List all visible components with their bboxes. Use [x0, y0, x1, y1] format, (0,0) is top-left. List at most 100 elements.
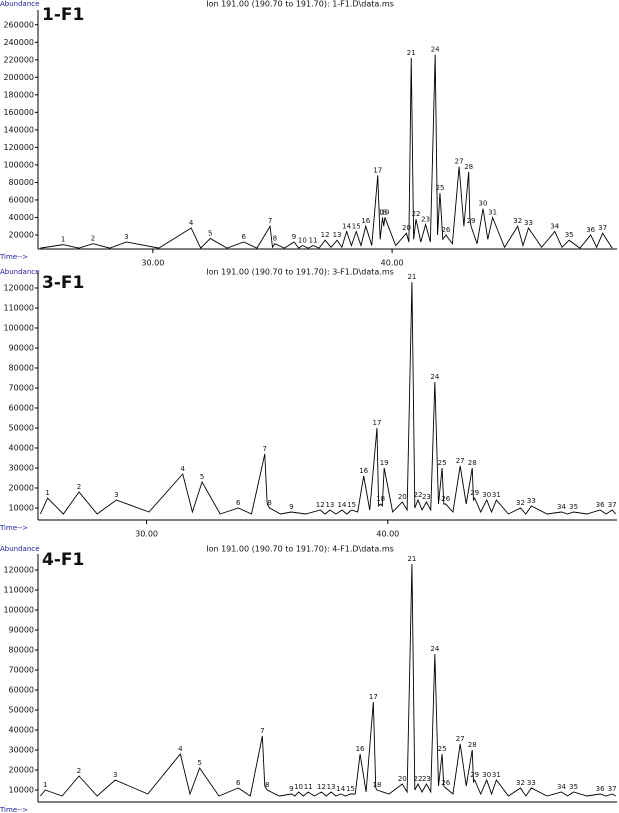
y-tick-label: 220000	[3, 55, 34, 64]
peak-label: 8	[265, 781, 269, 789]
y-axis-label: Abundance	[0, 0, 39, 8]
peak-label: 7	[260, 727, 264, 735]
x-tick-label: 40.00	[376, 530, 399, 539]
peak-label: 2	[91, 235, 95, 243]
peak-label: 28	[468, 741, 477, 749]
y-tick-label: 80000	[9, 364, 34, 373]
panel-title: Ion 191.00 (190.70 to 191.70): 4-F1.D\da…	[206, 545, 394, 554]
y-tick-label: 120000	[3, 566, 34, 575]
peak-label: 17	[372, 419, 381, 427]
peak-label: 23	[422, 493, 431, 501]
peak-label: 13	[327, 783, 336, 791]
peak-label: 23	[422, 775, 431, 783]
y-tick-label: 120000	[3, 143, 34, 152]
y-tick-label: 30000	[9, 746, 34, 755]
peak-label: 17	[369, 693, 378, 701]
peak-label: 22	[414, 491, 423, 499]
peak-label: 9	[289, 785, 293, 793]
peak-label: 21	[407, 273, 416, 281]
peak-label: 20	[402, 224, 411, 232]
peak-label: 31	[488, 208, 497, 216]
y-tick-label: 60000	[9, 404, 34, 413]
peak-label: 36	[596, 501, 605, 509]
peak-label: 26	[441, 779, 450, 787]
x-tick-label: 30.00	[141, 259, 164, 268]
peak-label: 3	[114, 491, 118, 499]
peak-label: 4	[181, 465, 186, 473]
peak-label: 16	[356, 745, 365, 753]
peak-label: 2	[77, 767, 81, 775]
x-axis-label: Time-->	[0, 806, 28, 813]
y-tick-label: 140000	[3, 125, 34, 134]
peak-label: 21	[407, 555, 416, 563]
peak-label: 32	[516, 499, 525, 507]
peak-label: 5	[197, 759, 201, 767]
peak-label: 31	[492, 771, 501, 779]
peak-label: 16	[359, 467, 368, 475]
peak-label: 25	[435, 184, 444, 192]
x-tick-label: 40.00	[381, 259, 404, 268]
peak-label: 29	[470, 489, 479, 497]
y-tick-label: 20000	[9, 484, 34, 493]
peak-label: 4	[189, 219, 194, 227]
peak-label: 36	[596, 785, 605, 793]
peak-label: 11	[309, 236, 318, 244]
peak-label: 9	[289, 503, 293, 511]
y-tick-label: 90000	[9, 626, 34, 635]
peak-label: 5	[200, 473, 204, 481]
peak-label: 37	[598, 224, 607, 232]
peak-label: 24	[430, 645, 439, 653]
panel-title: Ion 191.00 (190.70 to 191.70): 3-F1.D\da…	[206, 268, 394, 277]
peak-label: 35	[565, 231, 574, 239]
peak-label: 34	[550, 222, 559, 230]
y-tick-label: 40000	[9, 213, 34, 222]
peak-label: 20	[398, 493, 407, 501]
panel-title: Ion 191.00 (190.70 to 191.70): 1-F1.D\da…	[206, 0, 394, 9]
peak-label: 37	[608, 785, 617, 793]
peak-label: 32	[516, 779, 525, 787]
trace	[40, 281, 617, 515]
peak-label: 33	[527, 497, 536, 505]
peak-label: 5	[208, 229, 212, 237]
peak-label: 33	[527, 779, 536, 787]
y-tick-label: 30000	[9, 464, 34, 473]
peak-label: 30	[482, 771, 491, 779]
peak-label: 11	[304, 783, 313, 791]
peak-label: 12	[321, 231, 330, 239]
peak-label: 6	[236, 779, 241, 787]
peak-label: 15	[346, 785, 355, 793]
peak-label: 37	[608, 501, 617, 509]
peak-label: 13	[333, 231, 342, 239]
y-tick-label: 110000	[3, 586, 34, 595]
peak-label: 10	[294, 783, 303, 791]
peak-label: 35	[569, 783, 578, 791]
y-tick-label: 100000	[3, 160, 34, 169]
y-tick-label: 260000	[3, 20, 34, 29]
peak-label: 6	[242, 233, 247, 241]
y-tick-label: 10000	[9, 786, 34, 795]
peak-label: 15	[347, 501, 356, 509]
y-tick-label: 90000	[9, 344, 34, 353]
peak-label: 24	[430, 373, 439, 381]
peak-label: 16	[361, 217, 370, 225]
peak-label: 6	[236, 499, 241, 507]
y-tick-label: 240000	[3, 38, 34, 47]
y-tick-label: 40000	[9, 726, 34, 735]
peak-label: 35	[569, 503, 578, 511]
peak-label: 27	[456, 457, 465, 465]
peak-label: 14	[336, 785, 345, 793]
y-axis-label: Abundance	[0, 545, 39, 553]
peak-label: 18	[376, 495, 385, 503]
peak-label: 8	[267, 499, 271, 507]
peak-label: 27	[455, 158, 464, 166]
peak-label: 26	[441, 226, 450, 234]
peak-label: 34	[557, 503, 566, 511]
trace	[40, 54, 613, 249]
peak-label: 19	[380, 208, 389, 216]
sample-label: 3-F1	[42, 273, 84, 293]
y-tick-label: 180000	[3, 90, 34, 99]
peak-label: 9	[292, 233, 296, 241]
peak-label: 4	[178, 745, 183, 753]
peak-label: 8	[273, 235, 277, 243]
peak-label: 29	[467, 217, 476, 225]
